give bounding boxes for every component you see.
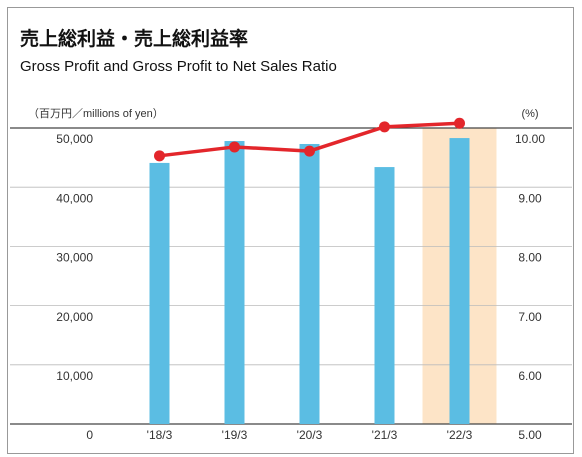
- y2-tick-label: 9.00: [518, 191, 542, 205]
- bar: [224, 141, 245, 425]
- line-point: [229, 141, 240, 153]
- bar: [374, 167, 395, 424]
- chart-title: 売上総利益・売上総利益率: [20, 27, 248, 50]
- y2-tick-label: 7.00: [518, 310, 542, 324]
- y-tick-label: 0: [86, 428, 93, 442]
- y-tick-label: 40,000: [56, 191, 93, 205]
- x-tick-label: '18/3: [147, 428, 173, 442]
- x-tick-label: '19/3: [222, 428, 248, 442]
- y-axis-label: （百万円／millions of yen）: [28, 107, 164, 120]
- line-point: [304, 145, 315, 157]
- y2-tick-label: 5.00: [518, 428, 542, 442]
- line-point: [454, 117, 465, 129]
- y2-tick-label: 8.00: [518, 251, 542, 265]
- y-tick-label: 10,000: [56, 369, 93, 383]
- bar: [299, 143, 320, 424]
- y-tick-label: 20,000: [56, 310, 93, 324]
- line-point: [154, 150, 165, 162]
- chart-subtitle: Gross Profit and Gross Profit to Net Sal…: [20, 58, 337, 75]
- bar: [449, 138, 470, 424]
- y-tick-label: 30,000: [56, 251, 93, 265]
- y2-tick-label: 10.00: [515, 132, 545, 146]
- y2-axis-label: (%): [521, 108, 538, 120]
- y-tick-label: 50,000: [56, 132, 93, 146]
- x-tick-label: '20/3: [297, 428, 323, 442]
- y2-tick-label: 6.00: [518, 369, 542, 383]
- x-tick-label: '21/3: [372, 428, 398, 442]
- line-point: [379, 121, 390, 133]
- bar: [149, 162, 170, 425]
- x-tick-label: '22/3: [447, 428, 473, 442]
- frame: [7, 7, 574, 454]
